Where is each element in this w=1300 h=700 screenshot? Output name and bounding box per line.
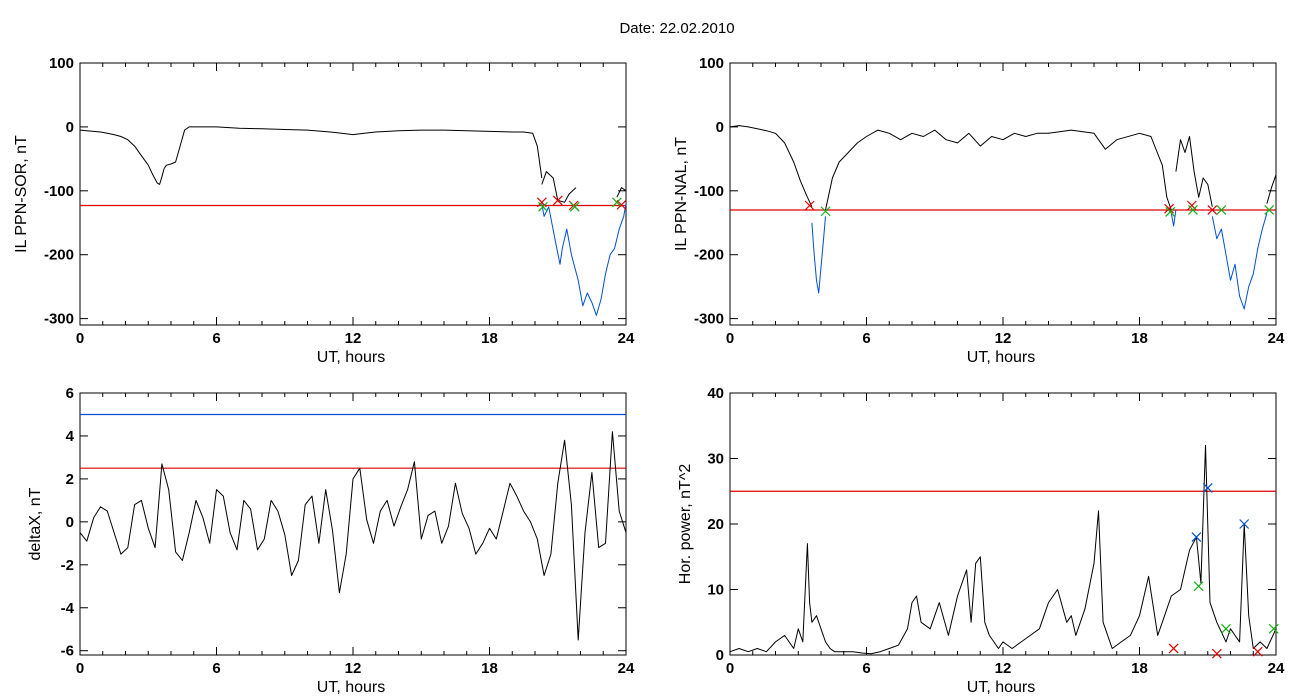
cross-marker (1239, 519, 1250, 529)
chart-panel-hor-power: Hor. power, nT^2 UT, hours 0 6 12 18 24 40 30 2… (677, 385, 1285, 696)
cross-marker (1252, 646, 1263, 657)
y-tick-label: -4 (61, 600, 75, 617)
y-tick-label: 10 (707, 582, 724, 599)
figure-title: Date: 22.02.2010 (619, 20, 734, 37)
cross-marker (1202, 483, 1213, 493)
y-tick-label: 40 (707, 385, 724, 402)
y-tick-label: -100 (694, 183, 724, 200)
x-tick-label: 0 (726, 660, 734, 677)
cross-marker (1191, 532, 1202, 543)
data-series-line (729, 444, 1277, 655)
x-tick-label: 6 (212, 330, 220, 347)
y-tick-label: 20 (707, 516, 724, 533)
y-tick-label: 4 (66, 428, 75, 445)
cross-marker (1221, 623, 1231, 634)
x-tick-label: 18 (1131, 660, 1148, 677)
y-tick-label: -200 (694, 247, 724, 264)
data-series-line (541, 171, 577, 203)
cross-marker (1164, 203, 1174, 214)
x-tick-label: 24 (618, 660, 635, 677)
y-tick-label: -2 (61, 557, 74, 574)
y-axis-label: deltaX, nT (27, 487, 44, 560)
plot-frame (729, 62, 1277, 326)
x-axis-label: UT, hours (967, 679, 1035, 696)
plot-frame (79, 392, 627, 656)
y-axis-label: IL PPN-SOR, nT (13, 135, 30, 253)
x-tick-label: 12 (345, 330, 362, 347)
cross-marker (616, 199, 627, 210)
y-tick-label: 100 (699, 55, 724, 72)
y-tick-label: -6 (61, 643, 74, 660)
y-tick-label: 0 (716, 119, 724, 136)
plot-frame (79, 62, 627, 326)
cross-marker (552, 195, 563, 206)
y-axis-label: IL PPN-NAL, nT (673, 137, 690, 251)
cross-marker (1188, 205, 1198, 215)
data-series-line (1266, 174, 1277, 204)
x-tick-label: 18 (481, 330, 498, 347)
x-tick-label: 12 (345, 660, 362, 677)
y-tick-label: 100 (49, 55, 74, 72)
cross-marker (1193, 581, 1204, 592)
x-tick-label: 24 (618, 330, 635, 347)
cross-marker (1207, 205, 1218, 215)
x-tick-label: 0 (76, 330, 84, 347)
cross-marker (569, 201, 580, 212)
cross-marker (1268, 623, 1279, 634)
cross-marker (1168, 643, 1179, 654)
x-tick-label: 0 (76, 660, 84, 677)
data-series-line (79, 126, 543, 185)
x-axis-label: UT, hours (317, 679, 385, 696)
cross-marker (1216, 205, 1227, 215)
data-series-line (811, 216, 826, 294)
chart-panel-il-nal: IL PPN-NAL, nT UT, hours 0 6 12 18 24 100 0 -10… (673, 55, 1285, 366)
x-tick-label: 18 (1131, 330, 1148, 347)
cross-marker (1165, 206, 1176, 217)
cross-marker (1211, 648, 1222, 659)
y-tick-label: 0 (66, 514, 74, 531)
y-tick-label: 0 (66, 119, 74, 136)
y-tick-label: 6 (66, 385, 74, 402)
data-series-line (825, 129, 1172, 211)
plot-frame (729, 392, 1277, 656)
y-tick-label: -200 (44, 247, 74, 264)
cross-marker (804, 200, 815, 211)
data-series-line (79, 431, 627, 641)
data-series-line (1170, 209, 1177, 227)
data-series-line (1211, 213, 1268, 310)
y-tick-label: 0 (716, 647, 724, 664)
x-axis-label: UT, hours (317, 349, 385, 366)
cross-marker (1264, 205, 1275, 215)
y-tick-label: -300 (44, 311, 74, 328)
x-tick-label: 6 (212, 660, 220, 677)
y-axis-label: Hor. power, nT^2 (677, 464, 694, 585)
data-series-line (541, 203, 627, 316)
x-tick-label: 6 (862, 330, 870, 347)
x-tick-label: 6 (862, 660, 870, 677)
chart-panel-il-sor: IL PPN-SOR, nT UT, hours 0 6 12 18 24 100 0 -10… (13, 55, 635, 366)
chart-panel-delta-x: deltaX, nT UT, hours 0 6 12 18 24 6 4 2 0 -2 -4 -6 (27, 385, 635, 696)
data-series-line (1175, 136, 1213, 207)
data-series-line (616, 187, 627, 198)
x-tick-label: 12 (995, 330, 1012, 347)
data-series-line (729, 125, 813, 208)
x-tick-label: 0 (726, 330, 734, 347)
x-axis-label: UT, hours (967, 349, 1035, 366)
y-tick-label: 30 (707, 451, 724, 468)
cross-marker (820, 206, 831, 217)
cross-marker (538, 201, 548, 212)
x-tick-label: 24 (1268, 660, 1285, 677)
x-tick-label: 24 (1268, 330, 1285, 347)
y-tick-label: -300 (694, 311, 724, 328)
y-tick-label: 2 (66, 471, 74, 488)
x-tick-label: 18 (481, 660, 498, 677)
x-tick-label: 12 (995, 660, 1012, 677)
y-tick-label: -100 (44, 183, 74, 200)
cross-marker (611, 197, 622, 208)
